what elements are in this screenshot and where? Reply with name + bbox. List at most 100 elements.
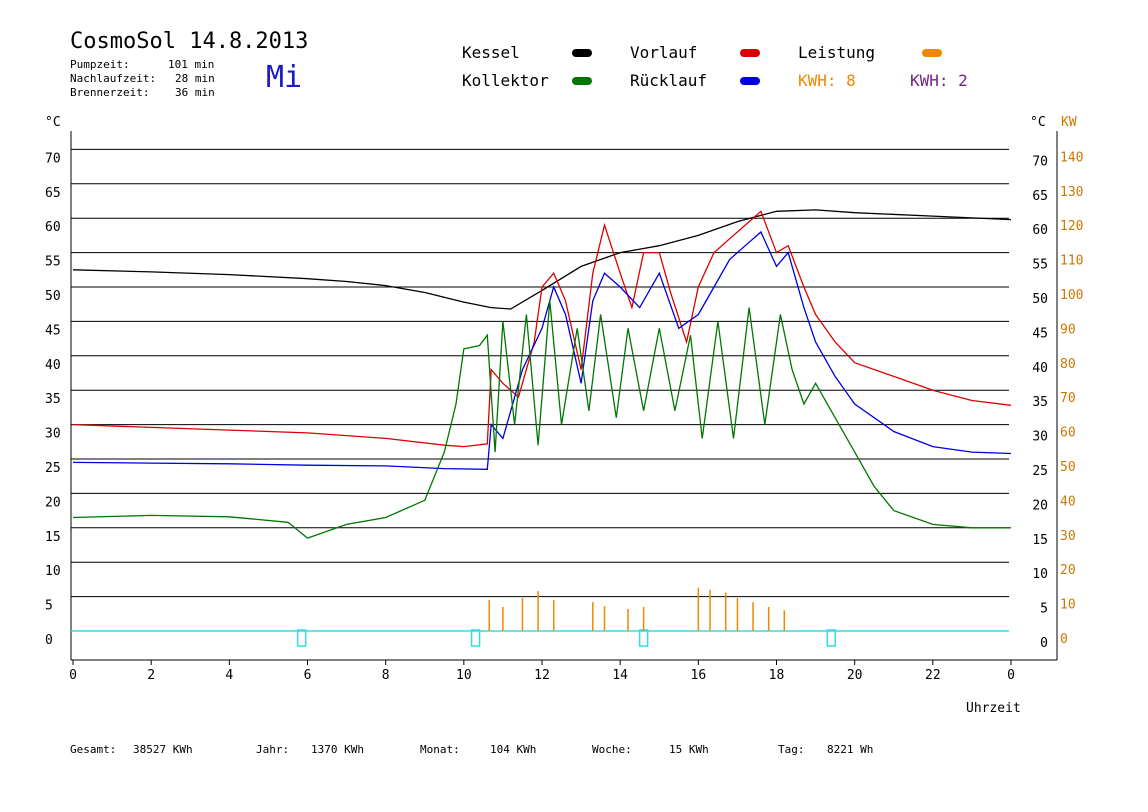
y-right-kw-tick-label: 40: [1060, 494, 1076, 509]
y-right-kw-tick-label: 140: [1060, 150, 1083, 165]
footer-jahr-value: 1370 KWh: [311, 743, 364, 756]
footer-monat-label: Monat:: [420, 743, 460, 756]
y-right-kw-tick-label: 30: [1060, 529, 1076, 544]
footer-gesamt-label: Gesamt:: [70, 743, 117, 756]
stat-pumpzeit-value: 101 min: [168, 58, 215, 71]
stat-nachlaufzeit-label: Nachlaufzeit:: [70, 72, 157, 85]
legend-vorlauf-label: Vorlauf: [630, 43, 698, 62]
y-left-tick-label: 60: [45, 220, 61, 235]
x-tick-label: 4: [225, 668, 233, 683]
y-right-tick-label: 15: [1032, 533, 1048, 548]
y-right-tick-label: 35: [1032, 395, 1048, 410]
y-right-tick-label: 55: [1032, 258, 1048, 273]
y-right-kw-tick-label: 130: [1060, 185, 1083, 200]
x-tick-label: 0: [69, 668, 77, 683]
y-left-tick-label: 50: [45, 289, 61, 304]
y-right-tick-label: 70: [1032, 154, 1048, 169]
y-left-tick-label: 20: [45, 495, 61, 510]
footer-monat-value: 104 KWh: [490, 743, 537, 756]
y-right-kw-tick-label: 50: [1060, 460, 1076, 475]
stat-brennerzeit-value: 36 min: [175, 86, 215, 99]
y-right-tick-label: 20: [1032, 498, 1048, 513]
left-axis-unit: °C: [45, 115, 61, 130]
y-right-kw-tick-label: 120: [1060, 219, 1083, 234]
x-tick-label: 8: [382, 668, 390, 683]
footer-tag-value: 8221 Wh: [827, 743, 874, 756]
y-left-tick-label: 30: [45, 427, 61, 442]
footer-gesamt-value: 38527 KWh: [133, 743, 193, 756]
footer-tag-label: Tag:: [778, 743, 805, 756]
x-tick-label: 20: [847, 668, 863, 683]
y-right-kw-tick-label: 60: [1060, 426, 1076, 441]
y-right-tick-label: 5: [1040, 602, 1048, 617]
x-tick-label: 18: [769, 668, 785, 683]
y-left-tick-label: 15: [45, 530, 61, 545]
y-left-tick-label: 0: [45, 633, 53, 648]
series-line-kessel: [72, 209, 1012, 310]
y-right-tick-label: 40: [1032, 361, 1048, 376]
legend-leistung-swatch: [922, 49, 942, 57]
y-right-kw-tick-label: 10: [1060, 598, 1076, 613]
stat-nachlaufzeit-value: 28 min: [175, 72, 215, 85]
y-left-tick-label: 35: [45, 392, 61, 407]
y-right-kw-tick-label: 80: [1060, 357, 1076, 372]
y-right-kw-tick-label: 100: [1060, 288, 1083, 303]
y-right-kw-tick-label: 90: [1060, 322, 1076, 337]
x-tick-label: 16: [691, 668, 707, 683]
y-right-tick-label: 30: [1032, 430, 1048, 445]
y-right-kw-tick-label: 0: [1060, 632, 1068, 647]
y-left-tick-label: 40: [45, 358, 61, 373]
x-tick-label: 12: [534, 668, 550, 683]
y-right-kw-tick-label: 110: [1060, 254, 1083, 269]
series-line-rcklauf: [72, 230, 1012, 470]
x-tick-label: 22: [925, 668, 941, 683]
footer-woche-value: 15 KWh: [669, 743, 709, 756]
y-left-tick-label: 25: [45, 461, 61, 476]
stat-brennerzeit-label: Brennerzeit:: [70, 86, 150, 99]
legend-kessel-label: Kessel: [462, 43, 520, 62]
footer-woche-label: Woche:: [592, 743, 632, 756]
y-right-tick-label: 50: [1032, 292, 1048, 307]
legend-kollektor-swatch: [572, 77, 592, 85]
series-line-kollektor: [72, 300, 1011, 539]
pump-marker: [826, 629, 836, 647]
y-right-tick-label: 45: [1032, 326, 1048, 341]
y-left-tick-label: 10: [45, 564, 61, 579]
legend-ruecklauf-swatch: [740, 77, 760, 85]
y-left-tick-label: 65: [45, 186, 61, 201]
y-right-tick-label: 65: [1032, 189, 1048, 204]
y-left-tick-label: 70: [45, 151, 61, 166]
y-right-kw-tick-label: 70: [1060, 391, 1076, 406]
footer-jahr-label: Jahr:: [256, 743, 290, 756]
chart-title: CosmoSol 14.8.2013: [70, 29, 309, 54]
pump-marker: [470, 629, 481, 647]
y-left-tick-label: 55: [45, 255, 61, 270]
legend-vorlauf-swatch: [740, 49, 760, 57]
right-axis-unit-kw: KW: [1061, 115, 1077, 130]
x-tick-label: 6: [304, 668, 312, 683]
x-tick-label: 0: [1007, 668, 1015, 683]
x-axis-label: Uhrzeit: [966, 701, 1021, 716]
y-left-tick-label: 45: [45, 323, 61, 338]
legend-leistung-label: Leistung: [798, 43, 876, 62]
y-left-tick-label: 5: [45, 599, 53, 614]
pump-marker: [296, 629, 307, 647]
series-line-vorlauf: [72, 210, 1012, 448]
stat-pumpzeit-label: Pumpzeit:: [70, 58, 130, 71]
x-tick-label: 2: [147, 668, 155, 683]
legend-kwh-orange: KWH: 8: [798, 71, 856, 90]
pump-marker: [638, 629, 649, 647]
y-right-kw-tick-label: 20: [1060, 563, 1076, 578]
y-right-tick-label: 0: [1040, 636, 1048, 651]
x-tick-label: 14: [612, 668, 628, 683]
legend-ruecklauf-label: Rücklauf: [630, 71, 708, 90]
y-right-tick-label: 60: [1032, 223, 1048, 238]
legend-kwh-purple: KWH: 2: [910, 71, 968, 90]
y-right-tick-label: 25: [1032, 464, 1048, 479]
legend-kollektor-label: Kollektor: [462, 71, 549, 90]
legend-kessel-swatch: [572, 49, 592, 57]
y-right-tick-label: 10: [1032, 567, 1048, 582]
x-tick-label: 10: [456, 668, 472, 683]
right-axis-unit: °C: [1030, 115, 1046, 130]
